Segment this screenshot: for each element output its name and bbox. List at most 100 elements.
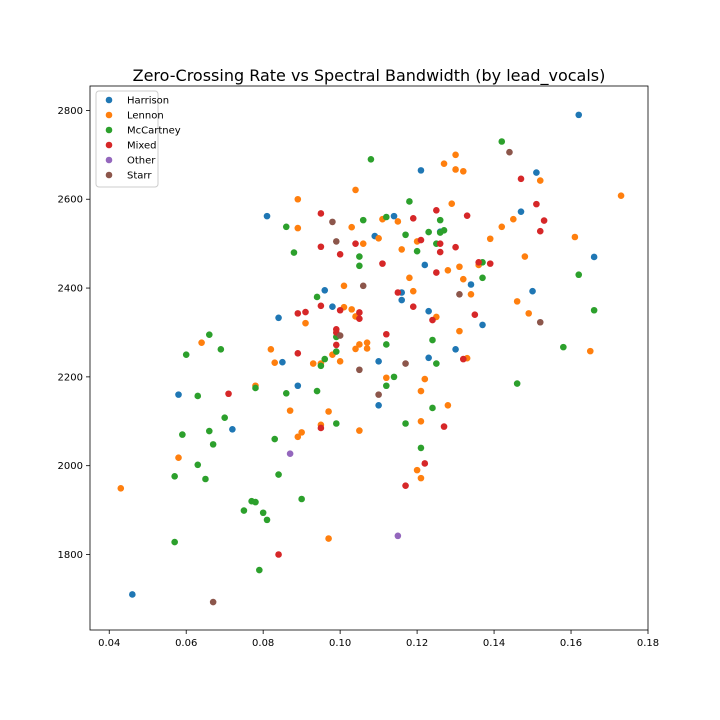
data-point [175, 454, 182, 461]
data-point [209, 441, 217, 448]
data-point [375, 358, 382, 365]
data-point [459, 167, 467, 175]
data-point [352, 186, 359, 194]
x-tick-label: 0.18 [637, 638, 659, 649]
data-point [294, 310, 302, 317]
legend-label: Mixed [127, 141, 157, 152]
data-point [479, 274, 486, 282]
data-point [294, 224, 302, 232]
data-point [425, 354, 432, 362]
data-point [452, 346, 459, 353]
data-point [175, 391, 182, 398]
series-starr [209, 148, 544, 606]
data-point [429, 404, 436, 412]
data-point [286, 450, 294, 457]
plot-frame [89, 85, 649, 631]
data-point [282, 390, 290, 397]
data-point [467, 281, 475, 288]
data-point [590, 306, 598, 314]
data-point [452, 243, 459, 251]
x-tick-label: 0.04 [98, 638, 120, 649]
data-point [317, 302, 325, 310]
legend-label: McCartney [127, 126, 181, 137]
data-point [205, 427, 213, 435]
data-point [356, 366, 363, 374]
data-point [417, 417, 425, 425]
data-point [252, 384, 259, 392]
data-point [263, 212, 271, 220]
data-point [332, 238, 340, 245]
data-point [506, 148, 513, 156]
data-point [252, 498, 259, 506]
data-point [617, 192, 625, 199]
data-point [536, 318, 544, 326]
data-point [359, 216, 367, 224]
data-point [356, 253, 363, 260]
data-point [436, 216, 444, 224]
data-point [429, 336, 436, 344]
data-point [313, 387, 321, 395]
data-point [356, 341, 363, 348]
x-tick-label: 0.12 [406, 638, 428, 649]
data-point [367, 155, 375, 163]
data-point [332, 326, 340, 333]
data-point [321, 286, 329, 294]
data-point [521, 253, 529, 260]
data-point [471, 311, 479, 319]
data-point [433, 360, 440, 367]
data-point [294, 350, 302, 357]
data-point [413, 466, 421, 474]
data-point [479, 321, 486, 329]
data-point [590, 253, 598, 261]
series-other [286, 450, 402, 540]
data-point [294, 195, 302, 203]
data-point [194, 461, 202, 469]
data-point [332, 341, 340, 349]
data-point [513, 298, 521, 305]
data-point [129, 591, 136, 598]
data-point [517, 175, 525, 183]
data-point [383, 341, 390, 348]
data-point [298, 429, 305, 436]
legend-marker [105, 126, 113, 134]
data-point [417, 387, 425, 395]
y-tick-label: 2600 [58, 195, 83, 206]
legend-marker [105, 96, 113, 104]
data-point [390, 373, 398, 381]
data-point [529, 287, 536, 295]
data-point [383, 330, 390, 338]
data-point [317, 362, 325, 370]
data-point [417, 444, 425, 452]
data-point [536, 227, 544, 235]
data-point [436, 248, 444, 256]
data-point [425, 307, 432, 315]
data-point [375, 391, 382, 398]
data-point [286, 407, 294, 414]
data-point [359, 240, 367, 247]
data-point [363, 339, 371, 346]
data-point [436, 240, 444, 247]
data-point [329, 218, 336, 226]
series-harrison [129, 111, 598, 598]
data-point [409, 215, 417, 222]
data-point [340, 282, 348, 290]
data-point [332, 420, 340, 427]
data-point [240, 507, 248, 514]
data-point [225, 390, 232, 398]
data-point [263, 516, 271, 524]
data-point [302, 319, 309, 327]
y-tick-label: 2000 [58, 461, 83, 472]
data-point [536, 177, 544, 184]
data-point [402, 420, 409, 427]
data-point [256, 566, 263, 574]
data-point [205, 331, 213, 338]
points-layer [117, 111, 625, 606]
data-point [402, 482, 409, 489]
data-point [486, 260, 494, 267]
data-point [198, 339, 205, 346]
data-point [459, 355, 467, 363]
data-point [229, 425, 236, 433]
data-point [383, 374, 390, 382]
data-point [348, 223, 355, 231]
